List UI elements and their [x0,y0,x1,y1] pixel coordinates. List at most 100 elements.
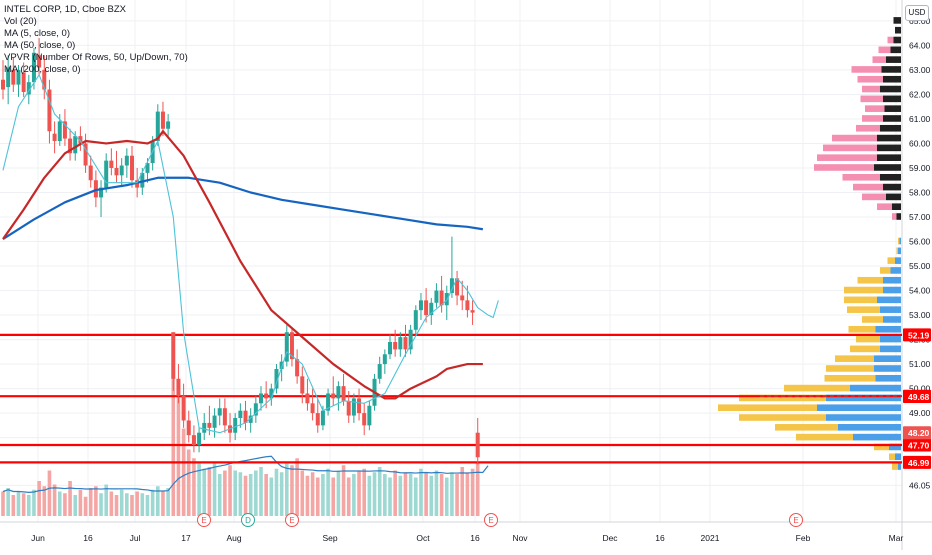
candle-body [160,111,165,129]
vp-row-down [886,56,901,63]
volume-bar [444,477,449,516]
candle-body [26,82,31,95]
candle-body [166,121,171,129]
price-tick-label: 59.00 [909,163,931,173]
vp-row-down [893,36,901,44]
volume-bar [383,474,387,516]
vp-row-down [875,325,901,333]
level-price-label: 46.99 [908,458,930,468]
vp-row-up [835,355,874,362]
vp-row-down [883,95,901,103]
legend-volume[interactable]: Vol (20) [4,16,37,27]
vp-row-down [890,46,901,54]
vp-row-up [814,164,874,171]
volume-bar [393,470,397,516]
volume-bar [321,474,325,516]
vp-row-down [874,365,901,372]
candle-body [243,410,248,423]
volume-bar [63,493,67,516]
level-price-label: 47.70 [908,440,930,450]
legend-vpvr[interactable]: VPVR (Number Of Rows, 50, Up/Down, 70) [4,52,188,63]
vp-row-down [838,424,901,431]
time-tick-label: Aug [226,533,241,543]
candle-body [429,302,434,316]
symbol-title[interactable]: INTEL CORP, 1D, Cboe BZX [4,4,126,15]
volume-bar [470,468,475,516]
volume-bar [362,468,366,516]
vp-row-down [881,66,901,73]
candle-body [16,69,21,85]
vp-row-down [877,154,901,161]
volume-bar [52,484,57,516]
currency-button[interactable]: USD [905,5,929,21]
time-tick-label: 2021 [701,533,720,543]
ma5-line [2,74,499,434]
candle-body [357,398,362,414]
earnings-marker [484,513,498,527]
volume-bar [125,493,129,516]
candle-body [114,167,119,176]
vp-row-up [860,95,883,103]
price-tick-label: 58.00 [909,187,931,197]
vp-row-up [842,173,880,181]
volume-bar [73,495,78,516]
vp-row-down [880,124,901,132]
price-axis: 65.0064.0063.0062.0061.0060.0059.0058.00… [903,16,931,490]
last-price-label: 48.20 [908,428,930,438]
volume-bar [109,491,114,516]
candle-body [135,180,140,188]
legend-ma200[interactable]: MA (200, close, 0) [4,64,81,75]
price-tick-label: 50.00 [909,384,931,394]
legend-ma50[interactable]: MA (50, close, 0) [4,40,76,51]
volume-bar [130,495,134,516]
volume-bar [403,472,408,516]
volume-bar [11,495,16,516]
price-levels [0,333,902,464]
vp-row-down [817,404,901,412]
vp-row-up [847,306,880,313]
vp-row-up [887,257,895,264]
candle-body [222,408,227,426]
earnings-marker [285,513,299,527]
candle-body [104,160,109,188]
vp-row-up [851,66,882,73]
volume-bar [315,477,320,516]
candle-body [145,163,150,173]
volume-bar [388,477,392,516]
vp-row-up [832,134,877,142]
volume-bar [166,488,170,516]
event-marker-label: E [488,516,493,525]
price-tick-label: 56.00 [909,237,931,247]
candle-body [274,368,279,389]
volume-bar [228,465,232,516]
vp-row-up [874,443,889,451]
price-tick-label: 62.00 [909,89,931,99]
volume-bar [88,488,93,516]
vp-row-down [880,335,901,343]
level-price-label: 49.68 [908,392,930,402]
vp-row-down [886,193,901,201]
volume-bar [1,491,5,516]
candle-body [6,67,11,88]
candle-body [300,376,305,394]
candle-body [377,364,382,379]
candle-body [259,393,263,404]
candle-body [186,420,191,436]
volume-bar [83,496,88,516]
vp-row-down [896,213,901,220]
volume-bar [439,474,444,516]
vp-row-up [865,105,885,112]
vp-row-down [899,237,901,245]
volume-bar [114,495,119,516]
volume-bar [47,470,52,516]
legend-ma5[interactable]: MA (5, close, 0) [4,28,70,39]
volume-bar [341,465,346,516]
vp-row-down [883,316,901,323]
candle-body [455,278,460,296]
price-tick-label: 60.00 [909,138,931,148]
level-price-label-bg [903,438,931,452]
candle-body [57,121,62,142]
